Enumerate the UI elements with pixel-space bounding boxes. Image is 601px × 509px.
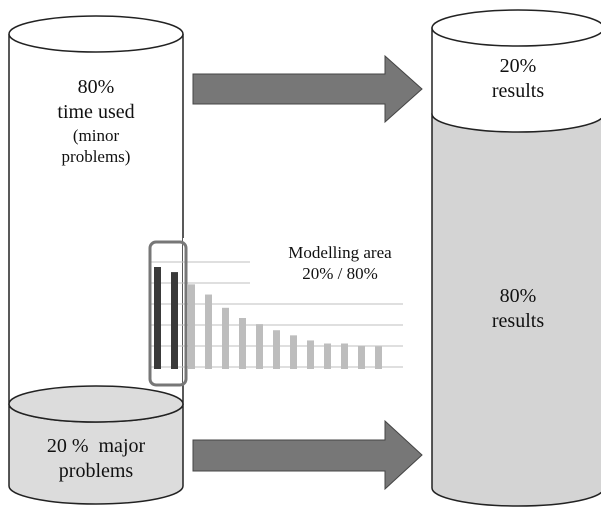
right-cylinder-top-section — [431, 27, 601, 133]
modelling-label-line-1: Modelling area — [288, 243, 392, 262]
light-bar — [188, 284, 195, 369]
light-bar — [273, 330, 280, 369]
right-arrow-icon — [192, 419, 423, 491]
left-bottom-line-2: problems — [58, 460, 134, 482]
left-top-line-3: (minor — [72, 126, 120, 145]
right-top-label: 20% results — [434, 54, 601, 104]
left-top-label: 80% time used (minor problems) — [12, 75, 180, 168]
light-bar — [290, 335, 297, 369]
dark-bar — [171, 272, 178, 369]
right-bottom-line-2: results — [491, 310, 545, 332]
right-arrow-icon — [192, 54, 423, 124]
right-bottom-line-1: 80% — [499, 285, 537, 307]
right-cylinder-bottom-section — [431, 113, 601, 507]
light-bar — [205, 294, 212, 369]
chart-bars — [154, 267, 382, 369]
light-bar — [307, 340, 314, 369]
left-cylinder — [8, 15, 184, 505]
left-bottom-label: 20 % major problems — [12, 434, 180, 484]
right-cylinder-top — [431, 9, 601, 47]
modelling-label-box — [250, 230, 428, 296]
left-cylinder-divider — [8, 385, 184, 423]
left-top-line-4: problems) — [61, 147, 131, 167]
right-cylinder — [431, 9, 601, 507]
right-top-line-1: 20% — [499, 55, 537, 77]
modelling-label-line-2: 20% / 80% — [302, 264, 378, 284]
right-top-line-2: results — [491, 80, 545, 102]
light-bar — [341, 343, 348, 369]
light-bar — [375, 346, 382, 369]
left-cylinder-top — [8, 15, 184, 53]
dark-bar — [154, 267, 161, 369]
right-bottom-label: 80% results — [434, 284, 601, 334]
light-bar — [324, 343, 331, 369]
modelling-label: Modelling area 20% / 80% — [260, 242, 420, 285]
left-top-line-2: time used — [57, 101, 135, 123]
left-bottom-line-1: 20 % major — [46, 435, 146, 457]
light-bar — [358, 345, 365, 369]
light-bar — [239, 318, 246, 369]
modelling-highlight-box — [148, 240, 188, 387]
light-bar — [256, 324, 263, 369]
left-top-line-1: 80% — [77, 76, 115, 98]
light-bar — [222, 307, 229, 369]
